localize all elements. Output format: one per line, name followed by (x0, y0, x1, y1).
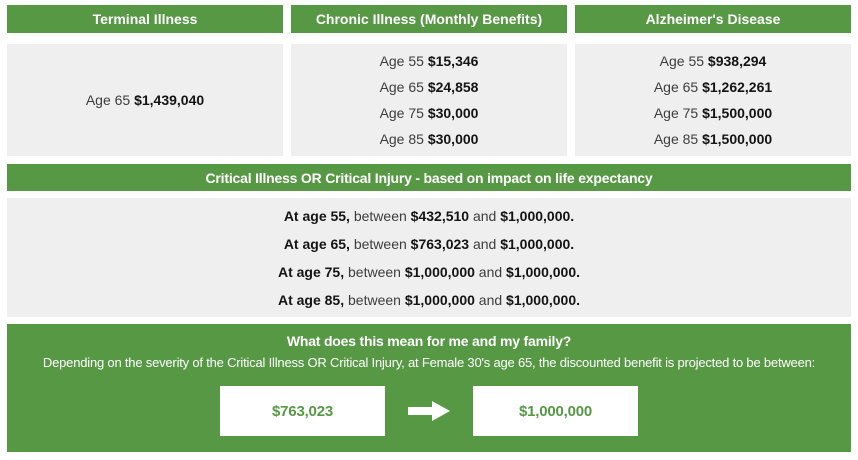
column-headers-row: Terminal Illness Chronic Illness (Monthl… (7, 5, 851, 33)
range-low-value: $1,000,000 (404, 291, 475, 308)
benefit-value: $30,000 (427, 105, 479, 121)
range-low-value: $763,023 (410, 235, 470, 252)
at-age-label: At age 65, (283, 235, 350, 252)
age-label: Age 65 (85, 92, 131, 108)
age-label: Age 55 (659, 53, 705, 69)
at-age-label: At age 75, (277, 263, 345, 280)
range-low-value: $1,000,000 (404, 263, 475, 280)
family-panel-title: What does this mean for me and my family… (286, 333, 572, 349)
benefit-row: Age 65 $24,858 (380, 74, 479, 100)
range-low-value: $432,510 (410, 207, 470, 224)
between-word: between (353, 235, 407, 252)
at-age-label: At age 85, (277, 291, 345, 308)
between-word: between (348, 263, 401, 280)
terminal-illness-panel: Age 65 $1,439,040 (7, 44, 283, 156)
benefit-value: $1,500,000 (702, 105, 773, 121)
right-arrow-icon (406, 399, 452, 423)
benefit-value: $1,500,000 (702, 131, 773, 147)
and-word: and (478, 291, 503, 308)
column-header-terminal-illness: Terminal Illness (7, 5, 283, 33)
range-high-value: $1,000,000. (500, 207, 575, 224)
benefit-row: Age 65 $1,262,261 (654, 74, 772, 100)
and-word: and (478, 263, 503, 280)
critical-illness-ranges-panel: At age 55, between $432,510 and $1,000,0… (7, 198, 851, 317)
range-high-value: $1,000,000. (506, 291, 581, 308)
critical-range-row: At age 85, between $1,000,000 and $1,000… (278, 286, 580, 314)
age-label: Age 75 (653, 105, 699, 121)
and-word: and (472, 207, 497, 224)
between-word: between (353, 207, 407, 224)
benefit-row: Age 75 $1,500,000 (654, 100, 772, 126)
benefit-value: $1,439,040 (134, 92, 205, 108)
benefit-value: $938,294 (707, 53, 767, 69)
column-header-alzheimers-disease: Alzheimer's Disease (575, 5, 851, 33)
benefit-row: Age 85 $1,500,000 (654, 126, 772, 152)
benefit-row: Age 65 $1,439,040 (86, 87, 204, 113)
age-label: Age 65 (653, 79, 699, 95)
critical-range-row: At age 75, between $1,000,000 and $1,000… (278, 258, 580, 286)
column-header-chronic-illness: Chronic Illness (Monthly Benefits) (291, 5, 567, 33)
and-word: and (472, 235, 497, 252)
benefit-row: Age 55 $938,294 (660, 48, 767, 74)
benefit-row: Age 55 $15,346 (380, 48, 479, 74)
benefit-range-boxes: $763,023 $1,000,000 (7, 386, 851, 436)
column-bodies-row: Age 65 $1,439,040 Age 55 $15,346 Age 65 … (7, 44, 851, 156)
between-word: between (348, 291, 401, 308)
benefit-value: $15,346 (427, 53, 479, 69)
range-high-value: $1,000,000. (506, 263, 581, 280)
benefit-row: Age 85 $30,000 (380, 126, 479, 152)
age-label: Age 85 (379, 131, 424, 147)
benefit-value: $1,262,261 (702, 79, 773, 95)
chronic-illness-panel: Age 55 $15,346 Age 65 $24,858 Age 75 $30… (291, 44, 567, 156)
benefit-value: $30,000 (427, 131, 479, 147)
age-label: Age 85 (653, 131, 699, 147)
benefit-row: Age 75 $30,000 (380, 100, 479, 126)
high-benefit-value-box: $1,000,000 (473, 386, 638, 436)
alzheimers-disease-panel: Age 55 $938,294 Age 65 $1,262,261 Age 75… (575, 44, 851, 156)
benefit-value: $24,858 (427, 79, 479, 95)
age-label: Age 75 (379, 105, 424, 121)
family-panel-description: Depending on the severity of the Critica… (42, 355, 816, 370)
age-label: Age 55 (379, 53, 424, 69)
at-age-label: At age 55, (283, 207, 350, 224)
range-high-value: $1,000,000. (500, 235, 575, 252)
critical-range-row: At age 55, between $432,510 and $1,000,0… (284, 202, 574, 230)
family-meaning-panel: What does this mean for me and my family… (7, 324, 851, 452)
critical-illness-section-header: Critical Illness OR Critical Injury - ba… (7, 164, 851, 191)
age-label: Age 65 (379, 79, 424, 95)
low-benefit-value-box: $763,023 (220, 386, 385, 436)
critical-range-row: At age 65, between $763,023 and $1,000,0… (284, 230, 574, 258)
